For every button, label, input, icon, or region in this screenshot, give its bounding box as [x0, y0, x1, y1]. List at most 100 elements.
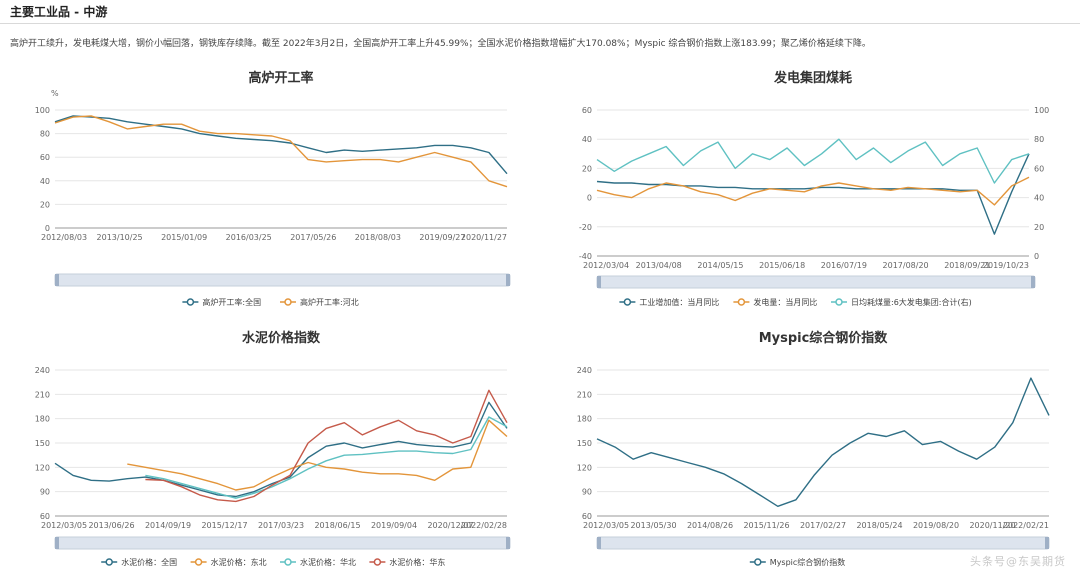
zoom-slider-handle-left[interactable] — [55, 537, 59, 549]
chart-title: Myspic综合钢价指数 — [759, 330, 889, 346]
x-tick-label: 2016/03/25 — [226, 233, 272, 242]
series-line-0 — [596, 377, 1050, 507]
legend-item[interactable]: 水泥价格：华北 — [280, 557, 356, 567]
legend-marker — [194, 558, 203, 566]
legend-marker — [737, 298, 746, 306]
x-tick-label: 2015/11/26 — [743, 521, 789, 530]
legend-marker — [623, 298, 632, 306]
series-line-2 — [596, 138, 1030, 184]
y-tick-label: 40 — [40, 177, 50, 186]
x-tick-label: 2019/10/23 — [983, 261, 1029, 270]
x-tick-label: 2017/08/20 — [883, 261, 929, 270]
legend-item[interactable]: 日均耗煤量:6大发电集团:合计(右) — [831, 297, 972, 307]
legend-label: 水泥价格：华东 — [389, 557, 445, 567]
legend-marker — [835, 298, 843, 306]
y-tick-label: 20 — [40, 200, 50, 209]
zoom-slider-track[interactable] — [54, 536, 511, 550]
legend-marker — [373, 558, 382, 566]
zoom-slider-handle-right[interactable] — [506, 274, 510, 286]
chart-title: 发电集团煤耗 — [773, 70, 852, 86]
zoom-slider-track[interactable] — [54, 273, 511, 287]
y-tick-label: 0 — [587, 194, 592, 203]
chart-svg: 水泥价格指数 60 90 120 150 180 210 240 2012/03/05 2013/… — [35, 330, 511, 567]
y-tick-label: 0 — [45, 224, 50, 233]
page-header: 主要工业品 - 中游 — [0, 0, 1080, 24]
legend-label: 水泥价格：全国 — [121, 557, 177, 567]
legend-item[interactable]: 水泥价格：东北 — [190, 557, 267, 567]
chart-panel-cement: 水泥价格指数 60 90 120 150 180 210 240 2012/03/05 2013/… — [30, 322, 530, 572]
x-tick-label: 2022/02/21 — [1003, 521, 1049, 530]
legend-item[interactable]: 高炉开工率:河北 — [280, 297, 359, 307]
y-tick-label: 240 — [35, 366, 50, 375]
x-tick-label: 2016/07/19 — [821, 261, 867, 270]
y-axis-unit: % — [51, 89, 59, 98]
legend-label: Myspic综合钢价指数 — [770, 557, 846, 567]
chart-svg: Myspic综合钢价指数 60 90 120 150 180 210 240 2012/03/0… — [577, 330, 1050, 567]
y2-tick-label: 60 — [1034, 164, 1044, 173]
chart-svg: 发电集团煤耗 -40 -20 0 20 40 60 0 20 40 60 80 100 2012/03/0… — [579, 70, 1049, 307]
chart-panel-power-coal: 发电集团煤耗 -40 -20 0 20 40 60 0 20 40 60 80 100 2012/03/0… — [565, 62, 1065, 312]
x-tick-label: 2015/06/18 — [759, 261, 805, 270]
zoom-slider-handle-left[interactable] — [597, 276, 601, 288]
legend-marker — [284, 298, 292, 306]
legend-item[interactable]: Myspic综合钢价指数 — [749, 557, 846, 567]
zoom-slider-handle-right[interactable] — [506, 537, 510, 549]
y-tick-label: 150 — [577, 439, 592, 448]
y-tick-label: 60 — [582, 512, 592, 521]
y-tick-label: 180 — [35, 415, 50, 424]
y-tick-label: 20 — [582, 164, 592, 173]
x-tick-label: 2019/09/27 — [419, 233, 465, 242]
zoom-slider-handle-left[interactable] — [55, 274, 59, 286]
page-title: 主要工业品 - 中游 — [10, 5, 108, 19]
zoom-slider-handle-right[interactable] — [1031, 276, 1035, 288]
y2-tick-label: 0 — [1034, 252, 1039, 261]
x-tick-label: 2017/03/23 — [258, 521, 304, 530]
y2-tick-label: 20 — [1034, 223, 1044, 232]
series-line-0 — [54, 115, 508, 175]
legend-label: 工业增加值：当月同比 — [639, 297, 719, 307]
x-tick-label: 2017/05/26 — [290, 233, 336, 242]
legend-label: 高炉开工率:河北 — [300, 297, 359, 307]
chart-svg: 高炉开工率% 0 20 40 60 80 100 2012/08/03 2013/10/25 20… — [35, 70, 511, 307]
zoom-slider-handle-right[interactable] — [1045, 537, 1049, 549]
legend-marker — [186, 298, 195, 306]
legend-label: 水泥价格：华北 — [300, 557, 356, 567]
legend-item[interactable]: 发电量：当月同比 — [733, 297, 817, 307]
x-tick-label: 2014/09/19 — [145, 521, 191, 530]
legend-item[interactable]: 高炉开工率:全国 — [182, 297, 261, 307]
x-tick-label: 2022/02/28 — [461, 521, 507, 530]
legend-item[interactable]: 水泥价格：全国 — [101, 557, 177, 567]
series-line-1 — [127, 419, 508, 491]
x-tick-label: 2019/09/04 — [371, 521, 417, 530]
y-tick-label: 80 — [40, 130, 50, 139]
legend-marker — [754, 558, 762, 566]
y2-tick-label: 100 — [1034, 106, 1049, 115]
y-tick-label: -40 — [579, 252, 592, 261]
legend-item[interactable]: 工业增加值：当月同比 — [619, 297, 719, 307]
x-tick-label: 2013/04/08 — [636, 261, 682, 270]
series-line-1 — [596, 176, 1030, 206]
x-tick-label: 2013/10/25 — [97, 233, 143, 242]
zoom-slider-track[interactable] — [596, 536, 1050, 550]
y-tick-label: 180 — [577, 415, 592, 424]
x-tick-label: 2013/06/26 — [88, 521, 134, 530]
y-tick-label: 90 — [40, 488, 50, 497]
x-tick-label: 2012/03/05 — [583, 521, 629, 530]
x-tick-label: 2015/12/17 — [201, 521, 247, 530]
y-tick-label: 60 — [40, 153, 50, 162]
y-tick-label: 120 — [35, 463, 50, 472]
series-line-2 — [145, 416, 508, 499]
zoom-slider-handle-left[interactable] — [597, 537, 601, 549]
chart-panel-myspic: Myspic综合钢价指数 60 90 120 150 180 210 240 2012/03/0… — [565, 322, 1065, 572]
legend-item[interactable]: 水泥价格：华东 — [369, 557, 445, 567]
legend-label: 高炉开工率:全国 — [202, 297, 261, 307]
x-tick-label: 2013/05/30 — [630, 521, 676, 530]
chart-panel-blast-furnace: 高炉开工率% 0 20 40 60 80 100 2012/08/03 2013/10/25 20… — [30, 62, 530, 312]
zoom-slider-track[interactable] — [596, 275, 1036, 289]
y-tick-label: 60 — [40, 512, 50, 521]
summary-text: 高炉开工续升，发电耗煤大增，钢价小幅回落，钢铁库存续降。截至 2022年3月2日… — [10, 39, 871, 49]
y-tick-label: 150 — [35, 439, 50, 448]
legend-label: 发电量：当月同比 — [753, 297, 817, 307]
y-tick-label: 60 — [582, 106, 592, 115]
series-line-3 — [145, 389, 508, 503]
